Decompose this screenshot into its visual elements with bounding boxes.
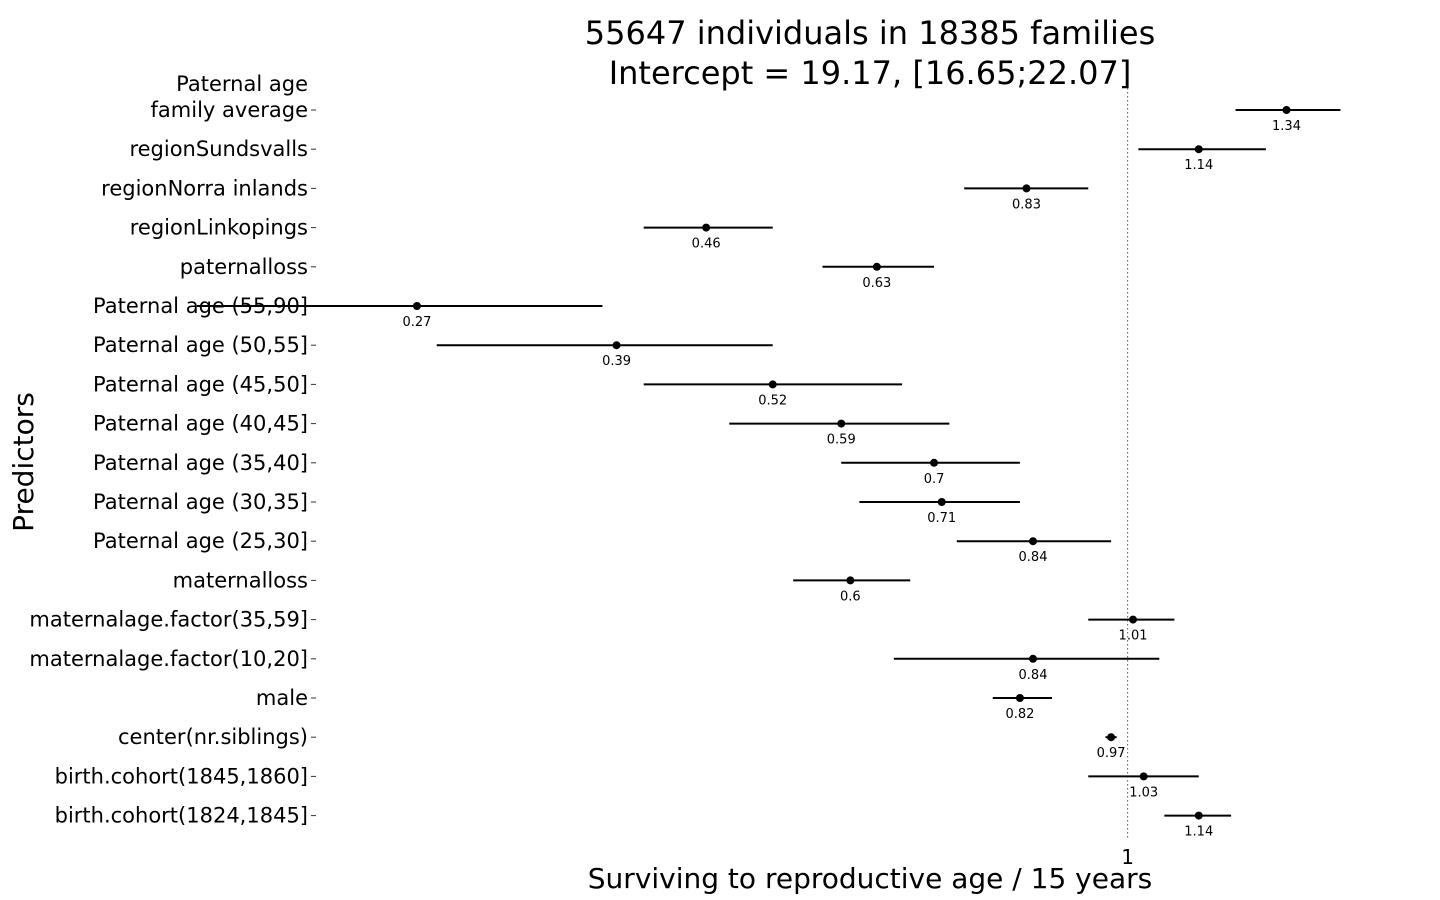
y-tick-label: regionLinkopings <box>130 216 308 240</box>
estimate-point <box>1194 145 1203 154</box>
value-label: 0.27 <box>402 315 431 330</box>
y-tick-label: male <box>256 686 308 710</box>
y-tick-label: regionNorra inlands <box>101 176 308 200</box>
estimate-point <box>1194 811 1203 820</box>
x-axis-title: Surviving to reproductive age / 15 years <box>588 862 1152 895</box>
value-label: 0.84 <box>1019 668 1048 683</box>
estimate-point <box>412 302 421 310</box>
y-tick-label: Paternal age (25,30] <box>93 529 308 553</box>
value-label: 0.52 <box>758 393 787 408</box>
estimate-point <box>702 223 711 232</box>
value-label: 0.63 <box>862 276 891 291</box>
y-tick-label: Paternal age (40,45] <box>93 412 308 436</box>
estimate-point <box>837 419 846 428</box>
y-tick-label: Paternal age (45,50] <box>93 372 308 396</box>
value-label: 1.03 <box>1129 785 1158 800</box>
value-label: 0.71 <box>927 511 956 526</box>
y-tick-label: birth.cohort(1845,1860] <box>55 764 308 788</box>
y-tick-label: Paternal age (30,35] <box>93 490 308 514</box>
y-tick-label: center(nr.siblings) <box>118 725 308 749</box>
y-tick-label: maternalage.factor(35,59] <box>29 608 308 632</box>
estimate-point <box>1282 106 1291 114</box>
value-label: 1.01 <box>1119 629 1148 644</box>
value-label: 0.6 <box>840 589 861 604</box>
y-tick-label: maternalage.factor(10,20] <box>29 647 308 671</box>
estimate-point <box>1029 654 1038 663</box>
value-label: 0.84 <box>1019 550 1048 565</box>
value-label: 0.39 <box>602 354 631 369</box>
estimate-point <box>872 262 881 271</box>
y-tick-label: birth.cohort(1824,1845] <box>55 804 308 828</box>
estimate-point <box>612 341 621 350</box>
y-axis-title: Predictors <box>7 392 40 532</box>
y-tick-label: Paternal age (35,40] <box>93 451 308 475</box>
value-label: 1.14 <box>1184 158 1213 173</box>
chart-subtitle: Intercept = 19.17, [16.65;22.07] <box>609 54 1132 92</box>
y-tick-label: maternalloss <box>173 568 308 592</box>
value-label: 0.82 <box>1005 707 1034 722</box>
estimate-point <box>768 380 777 389</box>
chart-title: 55647 individuals in 18385 families <box>585 14 1156 52</box>
value-label: 1.14 <box>1184 825 1213 840</box>
estimate-point <box>1015 694 1024 702</box>
y-tick-label: Paternal age (50,55] <box>93 333 308 357</box>
estimate-point <box>1139 772 1148 781</box>
value-label: 0.59 <box>827 433 856 448</box>
estimate-point <box>846 576 855 585</box>
value-label: 0.46 <box>692 237 721 252</box>
estimate-point <box>1022 184 1031 193</box>
y-tick-label: family average <box>151 98 308 122</box>
estimate-point <box>937 498 946 506</box>
y-tick-label: paternalloss <box>180 255 308 279</box>
y-tick-label: regionSundsvalls <box>129 137 308 161</box>
x-tick-label: 1 <box>1121 845 1134 869</box>
value-label: 0.83 <box>1012 197 1041 212</box>
value-label: 0.97 <box>1097 746 1126 761</box>
estimate-point <box>1129 615 1138 624</box>
value-label: 1.34 <box>1272 119 1301 134</box>
value-label: 0.7 <box>924 472 945 487</box>
y-tick-label: Paternal age <box>176 72 308 96</box>
estimate-point <box>930 458 939 467</box>
estimate-point <box>1029 537 1038 546</box>
estimate-point <box>1107 733 1116 742</box>
